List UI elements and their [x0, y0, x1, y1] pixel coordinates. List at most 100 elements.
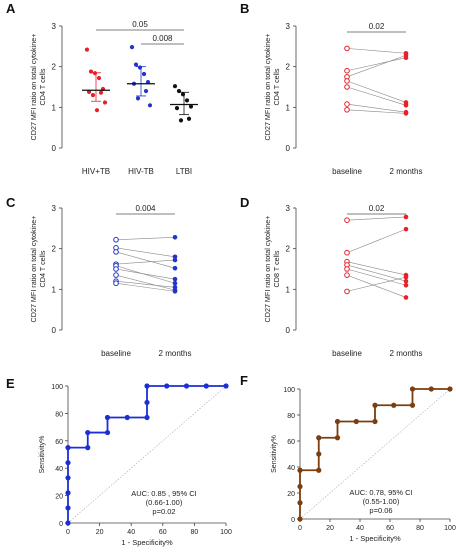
- roc-point: [104, 414, 111, 421]
- baseline-point: [344, 78, 350, 84]
- x-axis-c: baseline 2 months: [101, 349, 191, 358]
- y-tick-label: 80: [287, 413, 295, 420]
- pair-connector: [346, 54, 407, 78]
- y-axis-label-line: CD4 T cells: [38, 250, 47, 287]
- data-point: [180, 92, 186, 97]
- baseline-point: [344, 67, 350, 74]
- data-point: [129, 45, 135, 50]
- baseline-point: [344, 288, 350, 295]
- followup-point: [403, 111, 409, 116]
- pair-connector: [346, 57, 407, 72]
- roc-point: [144, 399, 150, 406]
- baseline-point: [344, 217, 350, 223]
- roc-point: [183, 383, 190, 389]
- y-tick-label: 1: [286, 285, 291, 294]
- paired-series-d: [344, 214, 409, 300]
- data-point: [133, 62, 139, 67]
- significance-bracket-c: 0.004: [116, 204, 175, 215]
- panel-label-e: E: [6, 376, 15, 391]
- roc-point: [223, 383, 229, 389]
- y-tick-label: 40: [55, 466, 63, 473]
- x-tick-label: 2 months: [159, 349, 192, 358]
- baseline-point: [344, 101, 350, 107]
- followup-point: [403, 274, 409, 280]
- y-tick-label: 2: [286, 63, 291, 72]
- roc-panel-e: 0 20 40 60 80 100 0 20 40 60 80 100 1 - Specificity%…: [39, 383, 232, 547]
- y-tick-label: 60: [55, 439, 63, 446]
- x-tick-label: 80: [416, 525, 424, 532]
- roc-point: [65, 445, 71, 451]
- x-tick-label: baseline: [101, 349, 131, 358]
- panel-label-b: B: [240, 1, 249, 16]
- baseline-point: [113, 249, 119, 255]
- roc-point: [372, 402, 378, 408]
- followup-point: [172, 285, 178, 290]
- x-tick-label: HIV-TB: [128, 167, 154, 176]
- roc-point: [124, 414, 130, 421]
- y-axis-label-line: CD27 MFI ratio on total cytokine+: [29, 34, 38, 141]
- y-axis-d: 0 1 2 3 CD27 MFI ratio on total cytokine+CD8…: [263, 204, 297, 335]
- x-tick-label: 100: [444, 525, 456, 532]
- pair-connector: [346, 261, 407, 276]
- followup-point: [172, 289, 178, 294]
- pair-connector: [115, 265, 176, 284]
- y-tick-label: 60: [287, 439, 295, 446]
- data-point: [178, 118, 184, 123]
- pair-connector: [346, 268, 407, 286]
- data-point: [141, 71, 147, 77]
- y-tick-label: 2: [286, 245, 291, 254]
- baseline-point: [113, 266, 119, 272]
- y-axis-label-line: CD8 T cells: [272, 250, 281, 287]
- roc-point: [297, 516, 303, 522]
- pair-connector: [115, 236, 176, 241]
- baseline-point: [344, 84, 350, 90]
- roc-point: [65, 475, 71, 481]
- y-tick-label: 1: [286, 103, 291, 112]
- x-tick-label: 0: [298, 525, 302, 532]
- roc-point: [164, 383, 170, 389]
- panel-label-c: C: [6, 195, 16, 210]
- reference-diagonal: [67, 385, 227, 524]
- baseline-point: [113, 272, 119, 278]
- x-tick-label: 0: [66, 529, 70, 536]
- roc-point: [409, 386, 416, 392]
- y-axis-label-line: CD4 T cells: [38, 68, 47, 105]
- roc-point: [316, 467, 322, 473]
- y-tick-label: 2: [52, 245, 57, 254]
- roc-point: [391, 402, 397, 408]
- data-point: [137, 65, 143, 70]
- roc-point: [85, 429, 91, 436]
- followup-point: [172, 257, 178, 263]
- y-tick-label: 3: [52, 22, 57, 31]
- p-value-label: 0.004: [135, 204, 156, 213]
- roc-point: [144, 414, 150, 421]
- x-axis-label: 1 - Specificity%: [349, 534, 401, 543]
- data-point: [92, 71, 98, 76]
- y-tick-label: 0: [286, 144, 291, 153]
- series-ltbi: [170, 84, 198, 123]
- roc-point: [334, 418, 341, 425]
- roc-point: [334, 435, 341, 441]
- y-tick-label: 1: [52, 285, 57, 294]
- roc-point: [85, 445, 91, 451]
- p-value-label: 0.05: [132, 20, 148, 29]
- pair-connector: [346, 276, 407, 292]
- x-tick-label: 40: [356, 525, 364, 532]
- p-value-label: 0.02: [369, 204, 385, 213]
- x-tick-label: 20: [96, 529, 104, 536]
- y-tick-label: 100: [283, 387, 295, 394]
- pair-connector: [115, 274, 176, 291]
- followup-point: [403, 278, 409, 284]
- paired-series-c: [113, 234, 178, 294]
- followup-point: [403, 226, 409, 232]
- y-axis-label: CD27 MFI ratio on total cytokine+CD4 T c…: [29, 216, 47, 323]
- roc-point: [316, 451, 322, 457]
- auc-annotation: p=0.06: [369, 506, 392, 515]
- roc-point: [203, 383, 209, 389]
- data-point: [184, 98, 190, 103]
- roc-panel-f: 0 20 40 60 80 100 0 20 40 60 80 100 1 - Specificity%…: [271, 386, 456, 543]
- y-tick-label: 100: [51, 384, 63, 391]
- auc-annotation: (0.55-1.00): [363, 497, 400, 506]
- roc-point: [65, 505, 71, 511]
